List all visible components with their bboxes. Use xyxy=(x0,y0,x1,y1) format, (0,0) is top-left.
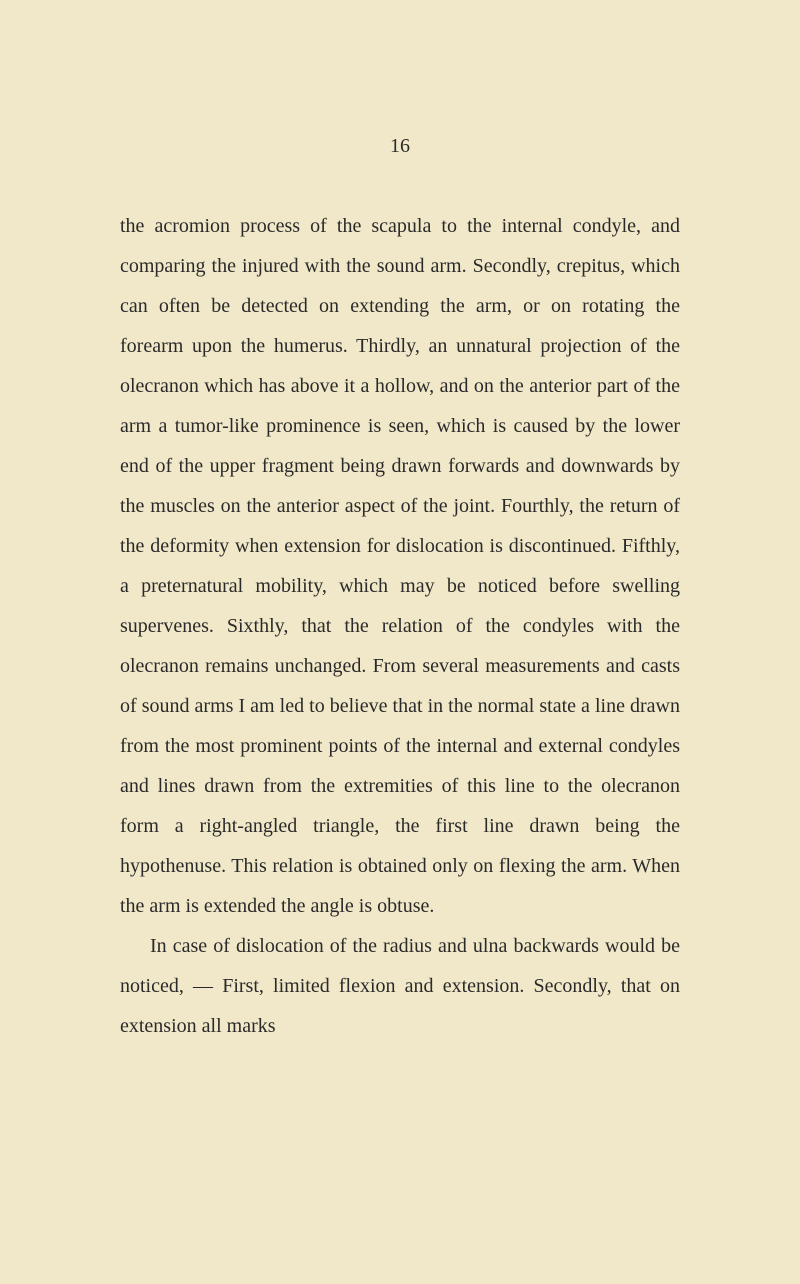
page-number: 16 xyxy=(120,135,680,158)
body-paragraph-1: the acromion process of the scapula to t… xyxy=(120,206,680,926)
body-paragraph-2: In case of dislocation of the radius and… xyxy=(120,926,680,1046)
document-page: 16 the acromion process of the scapula t… xyxy=(120,135,680,1284)
